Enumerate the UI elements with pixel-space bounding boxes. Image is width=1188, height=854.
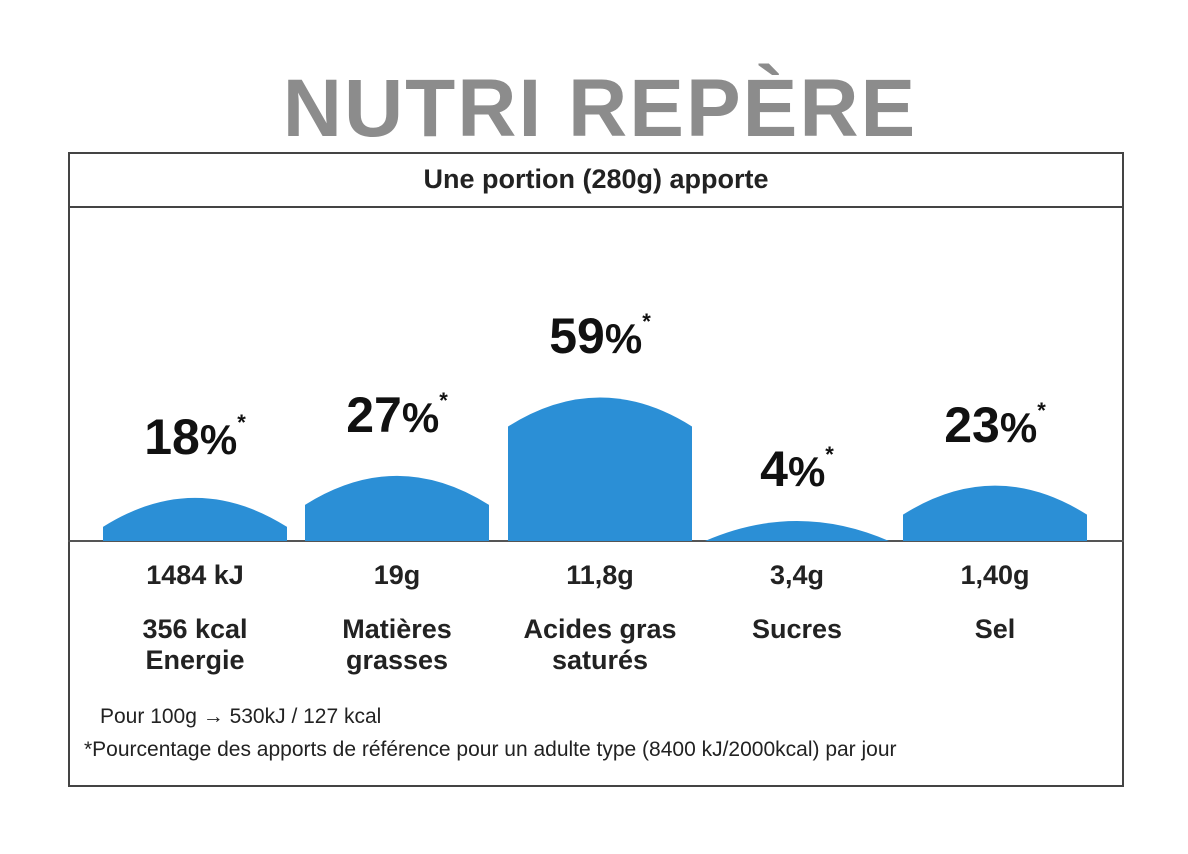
nutrient-label-line: Acides gras	[523, 614, 677, 644]
nutrient-label-5: Sel	[895, 614, 1095, 645]
amount-label-3: 11,8g	[566, 560, 634, 590]
nutrient-label-line: 356 kcal	[142, 614, 248, 644]
nutrient-label-line: saturés	[551, 645, 649, 675]
nutrient-label-2: Matières grasses	[297, 614, 497, 676]
amount-label-4: 3,4g	[769, 560, 825, 590]
portion-subtitle: Une portion (280g) apporte	[68, 152, 1124, 208]
bar-1	[103, 497, 287, 541]
nutrient-label-1: 356 kcal Energie	[95, 614, 295, 676]
percent-label-4: 4%*	[760, 441, 834, 497]
nutrient-label-4: Sucres	[697, 614, 897, 645]
percent-label-3: 59%*	[549, 308, 651, 365]
nutrient-label-line: Energie	[145, 645, 245, 675]
nutrition-panel	[68, 152, 1124, 787]
bar-5	[903, 485, 1087, 541]
bar-3	[508, 397, 692, 541]
percent-label-2: 27%*	[346, 386, 448, 443]
nutrient-label-line: Sucres	[751, 614, 843, 644]
per-100g-footnote: Pour 100g → 530kJ / 127 kcal	[100, 705, 382, 728]
amount-label-2: 19g	[373, 560, 421, 590]
chart-title: NUTRI REPÈRE	[282, 63, 918, 154]
nutrient-label-3: Acides gras saturés	[500, 614, 700, 676]
bar-4	[705, 521, 889, 541]
percent-label-5: 23%*	[944, 396, 1046, 453]
percent-label-1: 18%*	[144, 408, 246, 465]
nutrient-label-line: Matières	[342, 614, 452, 644]
amount-label-5: 1,40g	[960, 560, 1030, 590]
bar-2	[305, 475, 489, 541]
nutrient-label-line: grasses	[345, 645, 449, 675]
amount-label-1: 1484 kJ	[146, 560, 244, 590]
reference-footnote: *Pourcentage des apports de référence po…	[84, 738, 897, 761]
nutrient-label-line: Sel	[974, 614, 1016, 644]
